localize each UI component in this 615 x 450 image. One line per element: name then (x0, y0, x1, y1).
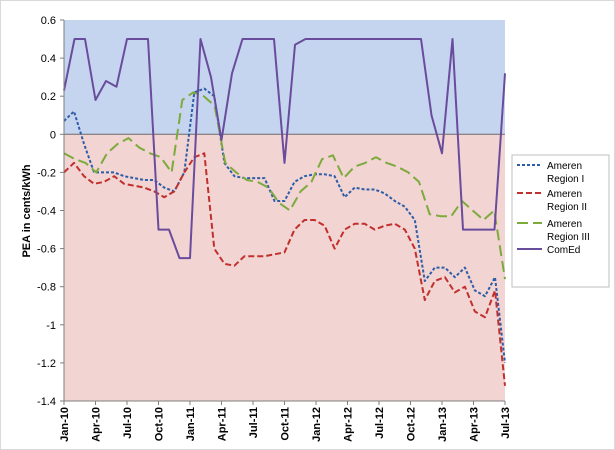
y-tick-labels: 0.6 0.4 0.2 0 -0.2 -0.4 -0.6 -0.8 -1 -1.2 -1.4 (37, 15, 56, 408)
x-tick-label: Apr-12 (343, 407, 355, 442)
legend-box (511, 154, 610, 288)
background-band-0 (64, 20, 505, 135)
series-line-1 (63, 152, 506, 386)
series-line-2 (63, 91, 506, 280)
x-tick-label: Apr-11 (217, 407, 229, 441)
x-tick-label: Oct-12 (406, 407, 418, 441)
y-tick-label: 0.6 (41, 15, 56, 27)
x-tick-label: Jul-12 (374, 407, 386, 439)
legend-label-1: Ameren Region II (547, 189, 587, 213)
y-tick-label: 0 (50, 129, 56, 141)
legend-label-0: Ameren Region I (547, 161, 584, 185)
y-tick-label: -0.4 (37, 206, 56, 218)
y-tick-label: -0.6 (37, 244, 56, 256)
axes (60, 19, 506, 405)
x-tick-label: Apr-13 (469, 407, 481, 442)
x-tick-label: Apr-10 (91, 407, 103, 442)
y-tick-label: -1.4 (37, 396, 56, 408)
background-bands (64, 20, 505, 402)
x-tick-label: Oct-11 (280, 407, 292, 441)
y-tick-label: 0.2 (41, 91, 56, 103)
series-line-3 (63, 38, 506, 260)
x-tick-label: Oct-10 (154, 407, 166, 441)
x-tick-label: Jan-11 (185, 407, 197, 441)
x-tick-label: Jan-12 (311, 407, 323, 442)
y-tick-label: 0.4 (41, 53, 56, 65)
legend: Ameren Region I Ameren Region II Ameren Regio… (511, 154, 610, 288)
series-line-0 (63, 87, 506, 364)
x-tick-label: Jul-11 (248, 407, 260, 438)
x-tick-labels: Jan-10 Apr-10 Jul-10 Oct-10 Jan-11 Apr-11 Jul-… (59, 407, 512, 442)
y-tick-label: -0.8 (37, 282, 56, 294)
x-tick-label: Jul-10 (122, 407, 134, 439)
x-tick-label: Jan-10 (59, 407, 71, 442)
series-layer (63, 38, 506, 386)
x-tick-label: Jan-13 (437, 407, 449, 442)
y-tick-label: -0.2 (37, 167, 56, 179)
x-tick-label: Jul-13 (500, 407, 512, 439)
y-tick-label: -1.2 (37, 358, 56, 370)
y-tick-label: -1 (46, 320, 56, 332)
y-axis-label: PEA in cents/kWh (21, 164, 33, 257)
legend-label-2: Ameren Region III (547, 219, 590, 243)
legend-label-3: ComEd (547, 245, 580, 256)
